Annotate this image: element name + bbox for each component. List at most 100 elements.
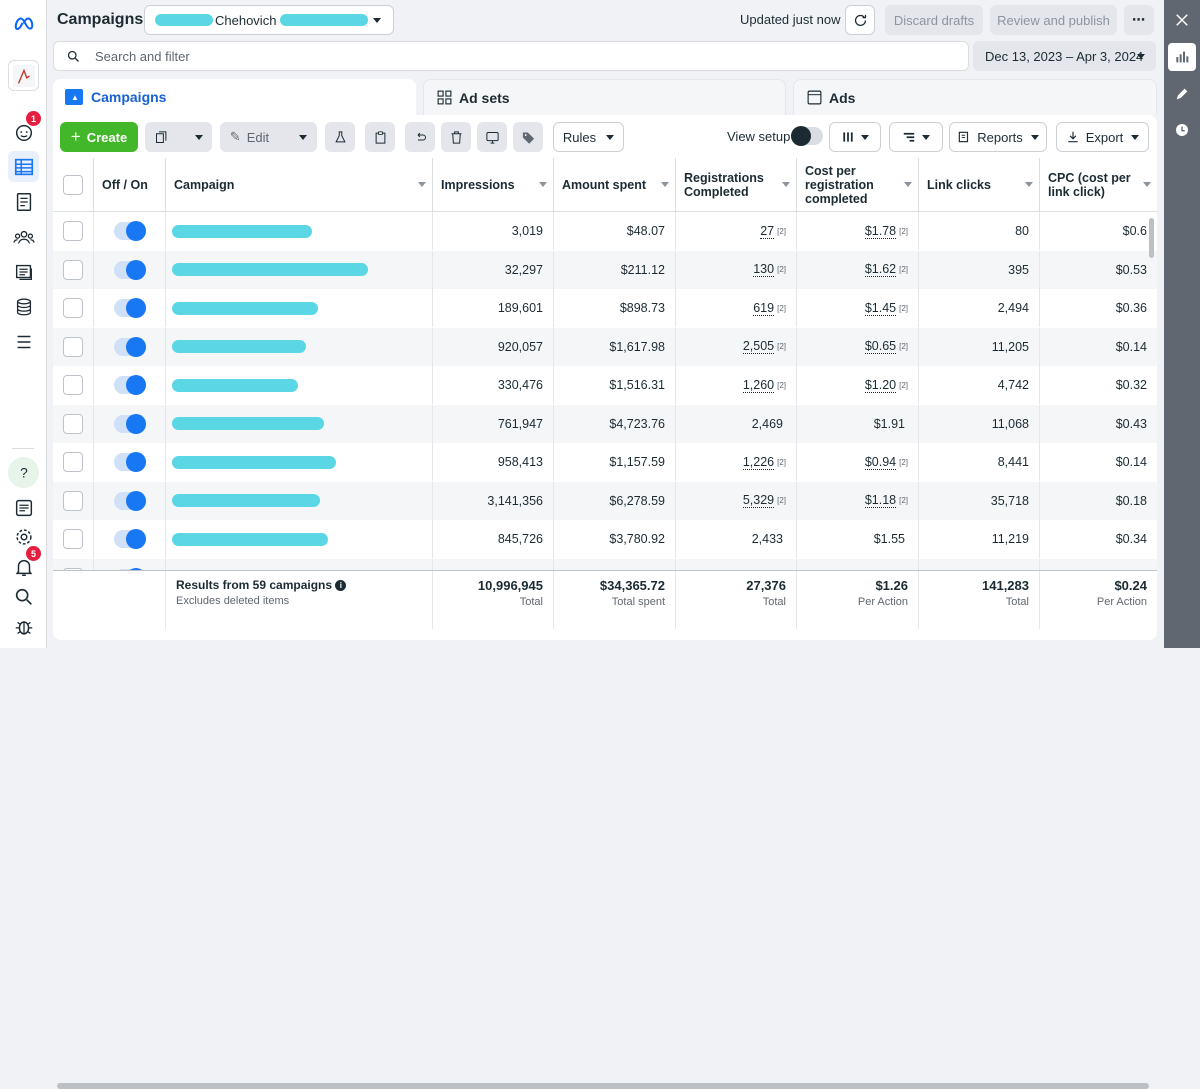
campaign-name-cell[interactable] (166, 289, 433, 327)
registrations-value[interactable]: 27 (760, 223, 775, 239)
alerts-bell-icon[interactable]: 5 (8, 546, 41, 582)
registrations-value[interactable]: 2,433 (751, 532, 783, 546)
billing-icon[interactable] (8, 291, 39, 322)
row-checkbox[interactable] (63, 298, 83, 318)
campaign-toggle[interactable] (113, 529, 146, 549)
account-selector[interactable]: Chehovich (144, 5, 394, 35)
cost-per-registration-value[interactable]: $1.18 (864, 493, 897, 508)
notifications-icon[interactable]: 1 (8, 111, 41, 147)
campaign-toggle[interactable] (113, 221, 146, 241)
header-cpc[interactable]: CPC (cost per link click) (1040, 158, 1157, 212)
breakdown-button[interactable] (889, 122, 943, 152)
undo-button[interactable] (405, 122, 435, 152)
cost-per-registration-value[interactable]: $1.45 (864, 300, 897, 316)
search-filter-bar[interactable]: Search and filter (53, 41, 969, 71)
search-icon[interactable] (8, 581, 39, 612)
registrations-value[interactable]: 5,329 (742, 493, 775, 508)
cost-per-registration-value[interactable]: $1.55 (873, 532, 905, 546)
registrations-value[interactable]: 1,260 (742, 377, 775, 393)
header-registrations[interactable]: Registrations Completed (676, 158, 797, 212)
row-checkbox[interactable] (63, 221, 83, 241)
row-checkbox[interactable] (63, 413, 83, 434)
campaign-toggle[interactable] (113, 452, 146, 472)
create-button[interactable]: + Create (60, 122, 138, 152)
all-tools-menu-icon[interactable] (8, 326, 39, 357)
registrations-value[interactable]: 1,226 (742, 454, 775, 470)
campaign-name-cell[interactable] (166, 404, 433, 443)
bug-report-icon[interactable] (8, 611, 39, 642)
cost-per-registration-value[interactable]: $1.91 (873, 416, 905, 431)
registrations-value[interactable]: 2,505 (742, 339, 775, 354)
ads-library-icon[interactable] (8, 256, 39, 287)
table-row[interactable]: 761,947 $4,723.76 2,469 $1.91 11,068 $0.43 (53, 404, 1157, 443)
cost-per-registration-value[interactable]: $1.78 (864, 223, 897, 239)
date-range-picker[interactable]: Dec 13, 2023 – Apr 3, 2024 (973, 41, 1156, 71)
rules-button[interactable]: Rules (553, 122, 624, 152)
registrations-value[interactable]: 619 (753, 300, 775, 316)
review-publish-button[interactable]: Review and publish (990, 5, 1117, 35)
pencil-edit-icon[interactable] (1171, 83, 1193, 105)
select-all-checkbox[interactable] (63, 174, 83, 195)
help-icon[interactable]: ? (8, 457, 39, 488)
vertical-scrollbar[interactable] (1149, 218, 1154, 258)
discard-drafts-button[interactable]: Discard drafts (885, 5, 983, 35)
campaign-toggle[interactable] (113, 375, 146, 395)
horizontal-scrollbar[interactable] (57, 1083, 1149, 1089)
campaign-name-cell[interactable] (166, 250, 433, 289)
campaign-name-cell[interactable] (166, 366, 433, 404)
search-input[interactable]: Search and filter (95, 48, 190, 64)
more-options-button[interactable]: ⋯ (1124, 5, 1154, 35)
export-button[interactable]: Export (1056, 122, 1149, 152)
tab-ads[interactable]: Ads (793, 79, 1157, 115)
tab-ad-sets[interactable]: Ad sets (423, 79, 786, 115)
header-amount-spent[interactable]: Amount spent (554, 158, 676, 212)
campaign-name-cell[interactable] (166, 520, 433, 558)
table-row[interactable]: 32,297 $211.12 130 [2] $1.62 [2] 395 $0.53 (53, 250, 1157, 289)
close-icon[interactable] (1171, 9, 1193, 31)
campaign-name-cell[interactable] (166, 327, 433, 366)
edit-button[interactable]: ✎ Edit (220, 122, 317, 152)
campaign-toggle[interactable] (113, 259, 146, 280)
row-checkbox[interactable] (63, 452, 83, 472)
table-row[interactable]: 3,019 $48.07 27 [2] $1.78 [2] 80 $0.6 (53, 212, 1157, 250)
row-checkbox[interactable] (63, 375, 83, 395)
columns-button[interactable] (829, 122, 881, 152)
clipboard-button[interactable] (365, 122, 395, 152)
cost-per-registration-value[interactable]: $0.94 (864, 454, 897, 470)
tab-campaigns[interactable]: ▲ Campaigns (53, 79, 416, 115)
account-avatar[interactable] (8, 60, 39, 91)
table-row[interactable]: 958,413 $1,157.59 1,226 [2] $0.94 [2] 8,441 $0.… (53, 443, 1157, 481)
registrations-value[interactable]: 2,469 (751, 416, 783, 431)
table-row[interactable]: 189,601 $898.73 619 [2] $1.45 [2] 2,494 $0.36 (53, 289, 1157, 327)
table-row[interactable]: 845,726 $3,780.92 2,433 $1.55 11,219 $0.34 (53, 520, 1157, 558)
duplicate-button[interactable] (145, 122, 212, 152)
view-setup-toggle[interactable] (791, 126, 823, 146)
campaign-name-cell[interactable] (166, 443, 433, 481)
header-cost-per-registration[interactable]: Cost per registration completed (797, 158, 919, 212)
preview-button[interactable] (477, 122, 507, 152)
news-feed-icon[interactable] (8, 492, 39, 523)
cost-per-registration-value[interactable]: $1.62 (864, 262, 897, 277)
history-clock-icon[interactable] (1171, 119, 1193, 141)
table-row[interactable]: 330,476 $1,516.31 1,260 [2] $1.20 [2] 4,742 $0.… (53, 366, 1157, 404)
cost-per-registration-value[interactable]: $0.65 (864, 339, 897, 354)
campaign-name-cell[interactable] (166, 212, 433, 250)
header-impressions[interactable]: Impressions (433, 158, 554, 212)
reports-button[interactable]: Reports (949, 122, 1047, 152)
cost-per-registration-value[interactable]: $1.20 (864, 377, 897, 393)
settings-gear-icon[interactable] (8, 521, 39, 552)
info-icon[interactable]: i (335, 580, 347, 592)
row-checkbox[interactable] (63, 529, 83, 549)
table-row[interactable]: 3,141,356 $6,278.59 5,329 [2] $1.18 [2] 35,718… (53, 481, 1157, 520)
meta-logo-icon[interactable] (8, 8, 39, 39)
row-checkbox[interactable] (63, 259, 83, 280)
header-campaign[interactable]: Campaign (166, 158, 433, 212)
campaign-toggle[interactable] (113, 490, 146, 511)
header-link-clicks[interactable]: Link clicks (919, 158, 1040, 212)
registrations-value[interactable]: 130 (753, 262, 775, 277)
header-off-on[interactable]: Off / On (94, 158, 166, 212)
campaign-name-cell[interactable] (166, 481, 433, 520)
tag-button[interactable] (513, 122, 543, 152)
ab-test-button[interactable] (325, 122, 355, 152)
campaign-toggle[interactable] (113, 298, 146, 318)
